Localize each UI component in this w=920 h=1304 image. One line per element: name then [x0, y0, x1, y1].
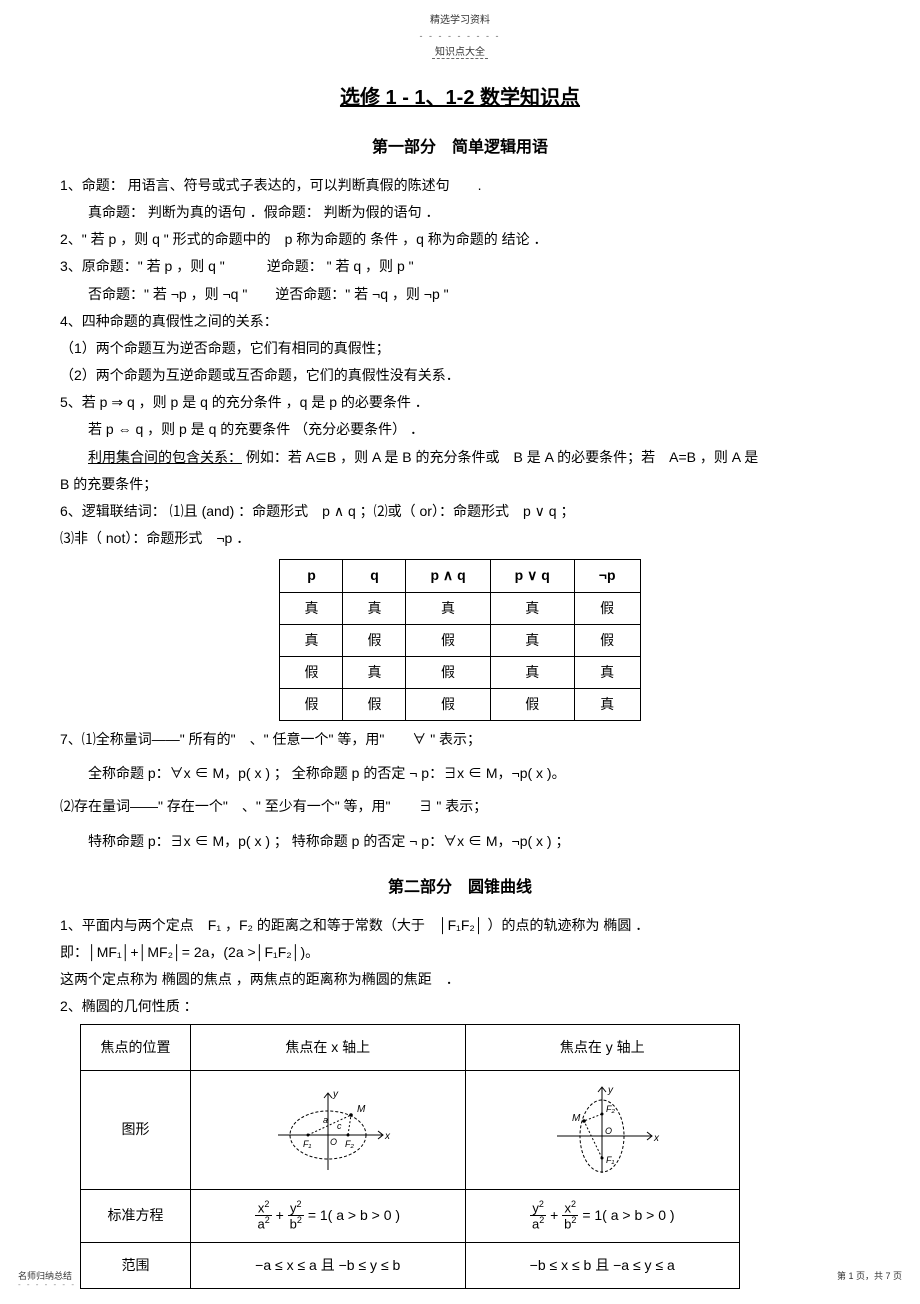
- header-subline: 知识点大全: [0, 44, 920, 62]
- p7a: 7、⑴全称量词——" 所有的" 、" 任意一个" 等，用" ∀ " 表示；: [60, 727, 860, 752]
- cell: 真: [406, 592, 490, 624]
- p4: 4、四种命题的真假性之间的关系：: [60, 309, 860, 334]
- row-range: 范围: [81, 1243, 191, 1289]
- cell: 真: [574, 656, 640, 688]
- p5a: 5、若 p ⇒ q ，则 p 是 q 的充分条件 ，q 是 p 的必要条件 ．: [60, 390, 860, 415]
- cell: 真: [343, 592, 406, 624]
- svg-text:F₁: F₁: [606, 1155, 614, 1165]
- cell: 假: [406, 656, 490, 688]
- part2-p1: 1、平面内与两个定点 F₁ ，F₂ 的距离之和等于常数（大于 │F₁F₂│ ）的…: [60, 913, 860, 938]
- table-row: 标准方程 x2a2 + y2b2 = 1( a > b > 0 ) y2a2 +…: [81, 1189, 740, 1242]
- th-not: ¬p: [574, 560, 640, 592]
- p6: 6、逻辑联结词： ⑴且 (and) ：命题形式 p ∧ q ；⑵或（ or）：命…: [60, 499, 860, 524]
- p5c: 利用集合间的包含关系： 例如：若 A⊆B ，则 A 是 B 的充分条件或 B 是…: [60, 445, 860, 470]
- cell: 假: [280, 656, 343, 688]
- cell: 真: [574, 689, 640, 721]
- ellipse-table: 焦点的位置 焦点在 x 轴上 焦点在 y 轴上 图形 M: [80, 1024, 740, 1290]
- p5c-underline: 利用集合间的包含关系：: [88, 449, 242, 465]
- p3b: 否命题：" 若 ¬p ，则 ¬q " 逆否命题：" 若 ¬q ，则 ¬p ": [60, 282, 860, 307]
- page-content: 选修 1 - 1、1-2 数学知识点 第一部分 简单逻辑用语 1、命题： 用语言…: [60, 80, 860, 1289]
- p1: 1、命题： 用语言、符号或式子表达的，可以判断真假的陈述句 .: [60, 173, 860, 198]
- p3a: 3、原命题：" 若 p ，则 q " 逆命题： " 若 q ，则 p ": [60, 254, 860, 279]
- cell: 真: [490, 592, 574, 624]
- cell: 真: [280, 592, 343, 624]
- part2-p2: 2、椭圆的几何性质 ：: [60, 994, 860, 1019]
- footer-left-dash: - - - - - - -: [18, 1278, 76, 1292]
- part2-p1c: 这两个定点称为 椭圆的焦点 ，两焦点的距离称为椭圆的焦距 ．: [60, 967, 860, 992]
- p5b: 若 p ⇔ q ，则 p 是 q 的充要条件 （充分必要条件） ．: [60, 417, 860, 442]
- cell: 假: [490, 689, 574, 721]
- th-and: p ∧ q: [406, 560, 490, 592]
- eq-y: y2a2 + x2b2 = 1( a > b > 0 ): [465, 1189, 740, 1242]
- p5d: B 的充要条件；: [60, 472, 860, 497]
- svg-text:F₂: F₂: [345, 1139, 354, 1149]
- th-p: p: [280, 560, 343, 592]
- th-or: p ∨ q: [490, 560, 574, 592]
- cell: 假: [406, 689, 490, 721]
- table-row: 真 真 真 真 假: [280, 592, 640, 624]
- svg-text:x: x: [384, 1131, 391, 1142]
- truth-table: p q p ∧ q p ∨ q ¬p 真 真 真 真 假 真 假 假 真 假 假…: [279, 559, 640, 721]
- range-y: −b ≤ x ≤ b 且 −a ≤ y ≤ a: [465, 1243, 740, 1289]
- svg-text:x: x: [653, 1133, 660, 1144]
- cell: 假: [343, 624, 406, 656]
- svg-text:O: O: [605, 1126, 612, 1136]
- part2-heading: 第二部分 圆锥曲线: [60, 874, 860, 903]
- range-x: −a ≤ x ≤ a 且 −b ≤ y ≤ b: [191, 1243, 466, 1289]
- p5c-rest: 例如：若 A⊆B ，则 A 是 B 的充分条件或 B 是 A 的必要条件；若 A…: [242, 449, 758, 465]
- header-dash: [432, 58, 488, 59]
- eq-x: x2a2 + y2b2 = 1( a > b > 0 ): [191, 1189, 466, 1242]
- svg-text:y: y: [332, 1089, 339, 1100]
- table-row: 范围 −a ≤ x ≤ a 且 −b ≤ y ≤ b −b ≤ x ≤ b 且 …: [81, 1243, 740, 1289]
- p2: 2、" 若 p ，则 q " 形式的命题中的 p 称为命题的 条件 ，q 称为命…: [60, 227, 860, 252]
- p7c: ⑵存在量词——" 存在一个" 、" 至少有一个" 等，用" ∃ " 表示；: [60, 794, 860, 819]
- p4b: （2）两个命题为互逆命题或互否命题，它们的真假性没有关系．: [60, 363, 860, 388]
- p6b: ⑶非（ not）：命题形式 ¬p ．: [60, 526, 860, 551]
- cell: 真: [280, 624, 343, 656]
- svg-text:O: O: [330, 1137, 337, 1147]
- table-row: 图形 M y x F₁ F₂: [81, 1070, 740, 1189]
- hdr-pos: 焦点的位置: [81, 1024, 191, 1070]
- eq1-cond: = 1( a > b > 0 ): [308, 1207, 400, 1223]
- svg-text:y: y: [607, 1085, 614, 1096]
- svg-text:F₁: F₁: [303, 1139, 311, 1149]
- svg-text:F₂: F₂: [606, 1104, 615, 1114]
- p1b: 真命题： 判断为真的语句 ．假命题： 判断为假的语句 ．: [60, 200, 860, 225]
- ellipse-y-figure: M y x F₂ F₁ O: [465, 1070, 740, 1189]
- eq2-cond: = 1( a > b > 0 ): [582, 1207, 674, 1223]
- cell: 真: [343, 656, 406, 688]
- part2-p1b: 即：│MF₁│+│MF₂│= 2a，(2a >│F₁F₂│)。: [60, 940, 860, 965]
- cell: 假: [280, 689, 343, 721]
- cell: 假: [406, 624, 490, 656]
- footer-right: 第 1 页，共 7 页: [837, 1268, 902, 1284]
- hdr-y: 焦点在 y 轴上: [465, 1024, 740, 1070]
- table-row: 真 假 假 真 假: [280, 624, 640, 656]
- p7d: 特称命题 p：∃x ∈ M，p( x ) ； 特称命题 p 的否定 ¬ p：∀x…: [60, 829, 860, 854]
- table-row: 假 真 假 真 真: [280, 656, 640, 688]
- row-eq: 标准方程: [81, 1189, 191, 1242]
- cell: 真: [490, 624, 574, 656]
- svg-text:M: M: [572, 1113, 581, 1124]
- p7b: 全称命题 p：∀x ∈ M，p( x ) ； 全称命题 p 的否定 ¬ p：∃x…: [60, 761, 860, 786]
- cell: 假: [343, 689, 406, 721]
- cell: 真: [490, 656, 574, 688]
- table-row: 焦点的位置 焦点在 x 轴上 焦点在 y 轴上: [81, 1024, 740, 1070]
- svg-text:a: a: [323, 1115, 328, 1125]
- table-row: 假 假 假 假 真: [280, 689, 640, 721]
- page-title: 选修 1 - 1、1-2 数学知识点: [60, 80, 860, 116]
- hdr-x: 焦点在 x 轴上: [191, 1024, 466, 1070]
- th-q: q: [343, 560, 406, 592]
- part1-heading: 第一部分 简单逻辑用语: [60, 134, 860, 163]
- ellipse-x-figure: M y x F₁ F₂ O c a: [191, 1070, 466, 1189]
- row-shape: 图形: [81, 1070, 191, 1189]
- table-row: p q p ∧ q p ∨ q ¬p: [280, 560, 640, 592]
- cell: 假: [574, 624, 640, 656]
- p4a: （1）两个命题互为逆否命题，它们有相同的真假性；: [60, 336, 860, 361]
- top-dashes: - - - - - - - - -: [0, 28, 920, 44]
- svg-text:c: c: [337, 1121, 342, 1131]
- cell: 假: [574, 592, 640, 624]
- svg-text:M: M: [357, 1104, 366, 1115]
